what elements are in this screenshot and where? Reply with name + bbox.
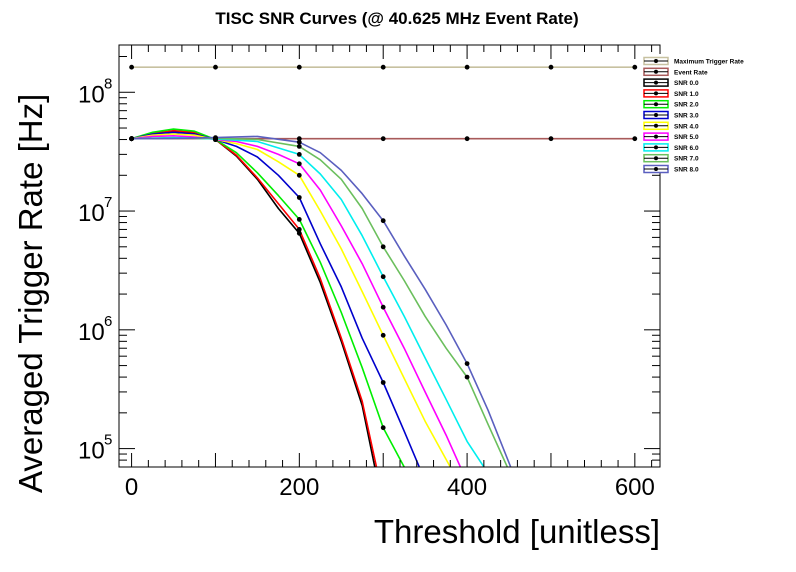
data-point-snr-8-0 [129,136,135,142]
legend-marker [654,113,658,117]
legend-label-event-rate: Event Rate [674,69,708,76]
legend-marker [654,91,658,96]
y-tick-label: 10 [78,438,105,465]
data-point-snr-8-0 [296,139,302,145]
data-point-maximum-trigger-rate [213,64,218,70]
legend-label-snr-2-0: SNR 2.0 [674,102,699,109]
legend-marker [654,80,658,85]
data-point-maximum-trigger-rate [129,64,135,70]
legend-label-snr-4-0: SNR 4.0 [674,123,699,130]
series-layer [131,66,635,467]
series-line-snr-7-0 [131,137,509,467]
data-point-maximum-trigger-rate [296,64,302,70]
legend-marker [654,156,658,161]
series-line-snr-8-0 [131,135,512,467]
data-point-snr-0-0 [296,230,302,236]
data-point-snr-4-0 [380,332,386,338]
legend-marker [654,59,658,63]
data-point-event-rate [464,136,470,142]
series-line-snr-1-0 [131,129,378,467]
data-point-snr-1-0 [296,227,302,232]
data-point-snr-4-0 [296,172,302,178]
chart-title: TISC SNR Curves (@ 40.625 MHz Event Rate… [215,9,578,28]
y-tick-label: 10 [78,319,105,346]
x-tick-label: 200 [279,474,319,501]
legend-marker [654,123,658,128]
data-point-event-rate [548,136,554,142]
legend-label-snr-0-0: SNR 0.0 [674,80,699,87]
legend-marker [654,167,658,171]
legend: Maximum Trigger Rate Event Rate SNR 0.0 SNR… [642,54,780,174]
data-point-snr-2-0 [296,217,302,222]
legend-marker [654,134,658,139]
marker-layer [129,64,638,431]
legend-label-snr-8-0: SNR 8.0 [674,167,699,174]
y-tick-exponent: 7 [104,194,112,211]
series-line-snr-2-0 [131,128,405,467]
data-point-snr-5-0 [296,161,302,167]
data-point-maximum-trigger-rate [464,64,470,70]
legend-marker [654,69,658,74]
series-line-snr-0-0 [131,130,376,467]
y-axis-title: Averaged Trigger Rate [Hz] [12,94,49,493]
data-point-event-rate [380,136,386,142]
x-tick-label: 0 [125,474,138,501]
series-line-snr-4-0 [131,133,452,467]
data-point-snr-6-0 [380,274,386,280]
data-point-snr-8-0 [213,135,218,141]
data-point-event-rate [632,136,638,142]
plot-frame [118,44,661,468]
data-point-snr-7-0 [380,244,386,250]
data-point-snr-7-0 [296,144,302,149]
data-point-snr-3-0 [380,380,386,385]
legend-label-maximum-trigger-rate: Maximum Trigger Rate [674,59,744,66]
y-tick-label: 10 [78,200,105,227]
series-line-snr-5-0 [131,135,462,467]
data-point-snr-8-0 [464,361,470,366]
data-point-snr-2-0 [380,425,386,431]
data-point-maximum-trigger-rate [380,64,386,70]
data-point-snr-7-0 [464,374,470,380]
series-line-snr-6-0 [131,136,485,467]
series-line-snr-3-0 [131,131,421,467]
data-point-maximum-trigger-rate [632,64,638,70]
legend-label-snr-5-0: SNR 5.0 [674,134,699,141]
legend-label-snr-6-0: SNR 6.0 [674,145,699,152]
legend-label-snr-3-0: SNR 3.0 [674,113,699,120]
data-point-snr-6-0 [296,152,302,157]
y-tick-exponent: 5 [104,432,112,449]
legend-marker [654,145,658,150]
legend-label-snr-1-0: SNR 1.0 [674,91,699,98]
y-tick-exponent: 6 [104,313,112,330]
x-tick-label: 600 [615,474,655,501]
data-point-snr-3-0 [296,195,302,200]
y-tick-label: 10 [78,81,105,108]
legend-marker [654,102,658,107]
x-tick-label: 400 [447,474,487,501]
legend-label-snr-7-0: SNR 7.0 [674,156,699,163]
data-point-event-rate [296,136,302,142]
x-axis-title: Threshold [unitless] [374,513,660,550]
data-point-maximum-trigger-rate [548,64,554,70]
data-point-snr-8-0 [380,218,386,224]
data-point-snr-5-0 [380,304,386,310]
y-tick-exponent: 8 [104,75,112,92]
